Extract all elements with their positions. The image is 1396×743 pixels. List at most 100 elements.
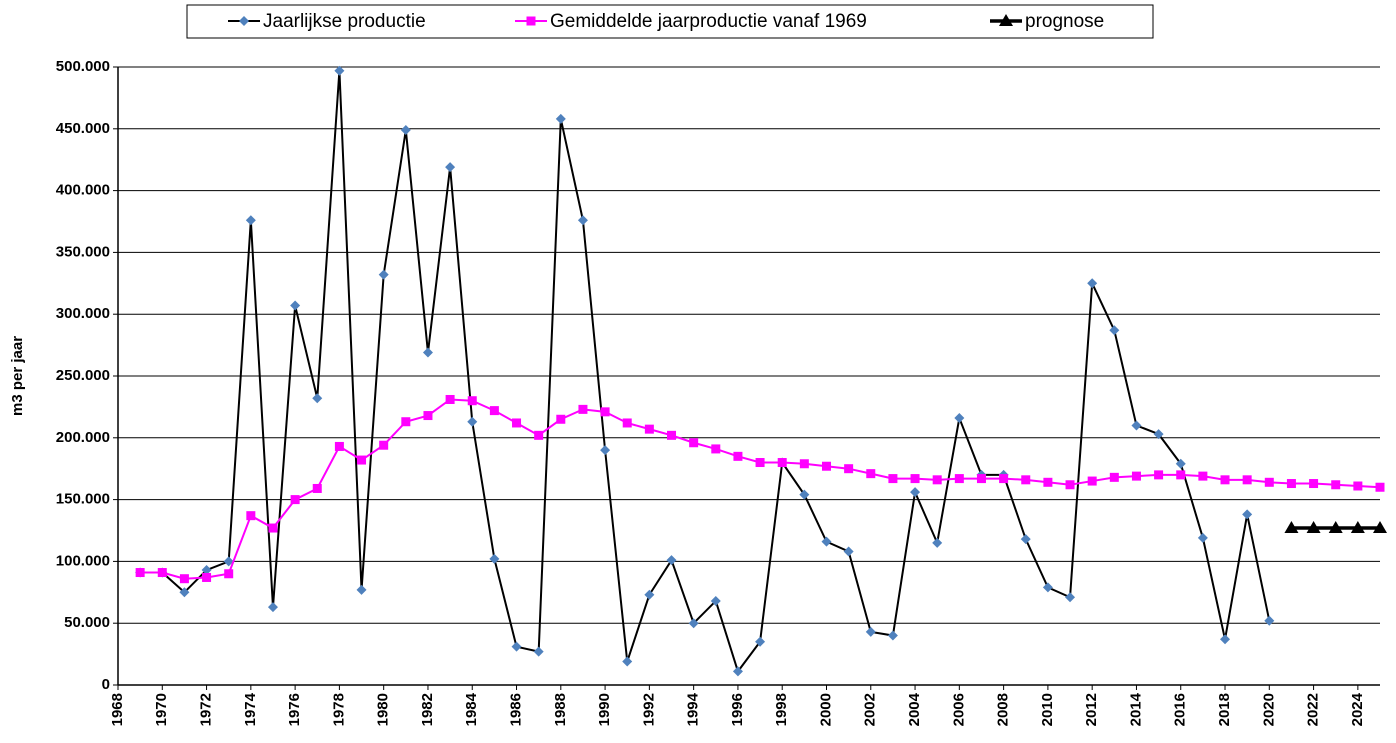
data-point [600, 407, 610, 417]
x-tick-label: 1992 [640, 693, 657, 726]
legend-label: Jaarlijkse productie [263, 11, 426, 32]
data-point [644, 589, 655, 600]
data-point [932, 537, 943, 548]
legend-label: prognose [1025, 11, 1104, 32]
y-tick-label: 500.000 [56, 58, 110, 75]
data-point [267, 602, 278, 613]
data-point [157, 568, 167, 578]
x-tick-label: 2018 [1216, 693, 1233, 726]
data-point [644, 424, 654, 434]
y-tick-label: 50.000 [64, 614, 110, 631]
data-point [755, 458, 765, 468]
data-point [224, 569, 234, 579]
data-point [312, 483, 322, 493]
data-point [577, 215, 588, 226]
legend-marker [526, 16, 536, 26]
data-point [932, 475, 942, 485]
data-point [1284, 521, 1299, 534]
data-point [732, 666, 743, 677]
data-point [1242, 475, 1252, 485]
data-point [1220, 475, 1230, 485]
data-point [202, 572, 212, 582]
data-point [334, 65, 345, 76]
data-point [866, 469, 876, 479]
data-point [312, 393, 323, 404]
x-tick-label: 1974 [242, 692, 259, 726]
data-point [179, 574, 189, 584]
data-point [1087, 278, 1098, 289]
data-point [290, 300, 301, 311]
data-point [423, 411, 433, 421]
x-tick-label: 2006 [950, 693, 967, 726]
data-point [511, 641, 522, 652]
data-point [290, 495, 300, 505]
data-point [1197, 532, 1208, 543]
data-point [1375, 482, 1385, 492]
x-tick-label: 1994 [685, 692, 702, 726]
data-point [688, 618, 699, 629]
data-point [689, 438, 699, 448]
data-point [1131, 420, 1142, 431]
y-tick-label: 150.000 [56, 491, 110, 508]
data-point [755, 636, 766, 647]
x-tick-label: 2012 [1083, 693, 1100, 726]
data-point [777, 458, 787, 468]
y-tick-label: 200.000 [56, 429, 110, 446]
legend-marker [239, 16, 249, 26]
x-tick-label: 1980 [375, 693, 392, 726]
data-point [844, 464, 854, 474]
series-line [140, 398, 1381, 580]
data-point [467, 396, 477, 406]
x-tick-label: 2002 [862, 693, 879, 726]
y-tick-label: 100.000 [56, 552, 110, 569]
x-tick-label: 2000 [817, 693, 834, 726]
data-point [843, 546, 854, 557]
x-tick-label: 1984 [463, 692, 480, 726]
data-point [356, 584, 367, 595]
data-point [887, 630, 898, 641]
x-tick-label: 1998 [773, 693, 790, 726]
x-tick-label: 1988 [552, 693, 569, 726]
x-tick-label: 2004 [906, 692, 923, 726]
data-point [910, 474, 920, 484]
data-point [1350, 521, 1365, 534]
data-point [1065, 592, 1076, 603]
data-point [1109, 472, 1119, 482]
data-point [1109, 325, 1120, 336]
data-point [1373, 521, 1387, 534]
data-point [1043, 477, 1053, 487]
data-point [489, 406, 499, 416]
x-tick-label: 2024 [1349, 692, 1366, 726]
data-point [246, 511, 256, 521]
data-point [865, 626, 876, 637]
data-point [489, 553, 500, 564]
data-point [1353, 481, 1363, 491]
x-tick-label: 1970 [153, 693, 170, 726]
y-tick-label: 350.000 [56, 243, 110, 260]
data-point [400, 125, 411, 136]
data-point [334, 441, 344, 451]
x-tick-label: 2016 [1172, 693, 1189, 726]
x-tick-label: 2020 [1260, 693, 1277, 726]
data-point [445, 162, 456, 173]
data-point [954, 413, 965, 424]
data-point [1264, 477, 1274, 487]
data-point [401, 417, 411, 427]
x-tick-label: 2008 [995, 693, 1012, 726]
x-tick-label: 1982 [419, 693, 436, 726]
data-point [1154, 470, 1164, 480]
data-point [1264, 615, 1275, 626]
series-line [140, 70, 1271, 674]
data-point [976, 474, 986, 484]
data-point [512, 418, 522, 428]
data-point [1242, 509, 1253, 520]
x-tick-label: 1968 [109, 693, 126, 726]
x-tick-label: 2010 [1039, 693, 1056, 726]
x-tick-label: 1976 [286, 693, 303, 726]
data-point [733, 451, 743, 461]
data-point [711, 444, 721, 454]
y-axis-label: m3 per jaar [9, 336, 26, 416]
data-point [821, 536, 832, 547]
data-point [1328, 521, 1343, 534]
